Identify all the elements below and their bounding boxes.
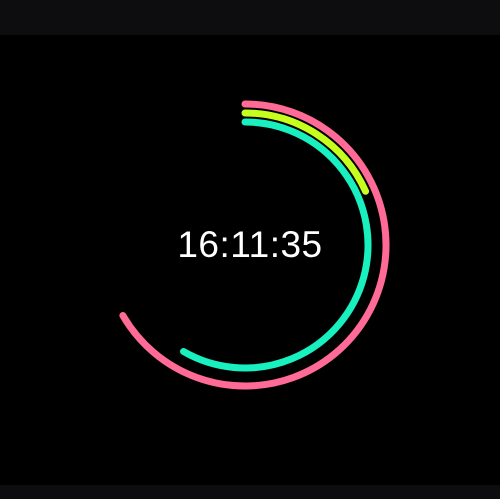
seconds-ring bbox=[180, 118, 372, 372]
time-display: 16:11:35 bbox=[177, 224, 323, 265]
minutes-ring bbox=[241, 109, 370, 195]
top-bar bbox=[0, 0, 500, 35]
bottom-bar bbox=[0, 485, 500, 499]
hours-ring bbox=[119, 100, 390, 390]
